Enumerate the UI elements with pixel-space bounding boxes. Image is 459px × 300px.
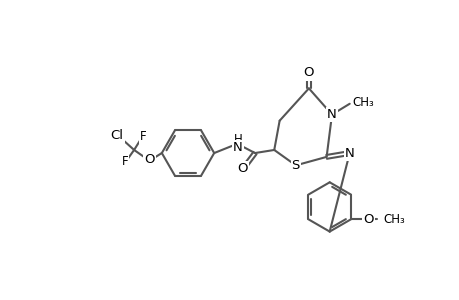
Text: O: O <box>363 213 373 226</box>
Text: N: N <box>233 141 242 154</box>
Text: CH₃: CH₃ <box>352 96 374 109</box>
Text: S: S <box>291 159 299 172</box>
Text: N: N <box>344 146 354 160</box>
Text: F: F <box>121 155 128 168</box>
Text: N: N <box>326 108 336 121</box>
Text: CH₃: CH₃ <box>382 213 404 226</box>
Text: O: O <box>144 153 154 166</box>
Text: Cl: Cl <box>111 129 123 142</box>
Text: O: O <box>303 67 313 80</box>
Text: H: H <box>233 134 242 146</box>
Text: O: O <box>237 162 247 175</box>
Text: F: F <box>140 130 146 143</box>
